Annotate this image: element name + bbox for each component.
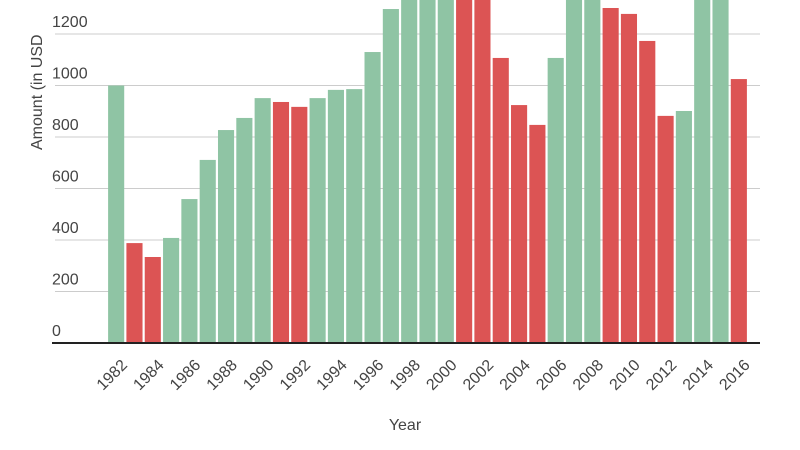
x-tick-label: 1982	[94, 357, 131, 394]
bar	[217, 130, 235, 343]
y-tick-label: 0	[52, 323, 61, 340]
x-axis-title: Year	[389, 417, 422, 434]
x-tick-label: 1992	[277, 357, 314, 394]
bar	[272, 101, 290, 343]
bar	[620, 13, 638, 343]
x-tick-label: 1986	[167, 357, 204, 394]
y-tick-label: 1000	[52, 66, 88, 83]
y-tick-label: 400	[52, 220, 79, 237]
y-tick-label: 800	[52, 117, 79, 134]
bar	[694, 0, 711, 343]
bar	[364, 52, 381, 344]
bar	[163, 237, 180, 343]
bar	[456, 0, 473, 343]
bar	[199, 159, 216, 343]
bar	[511, 105, 528, 343]
bar	[675, 110, 692, 344]
y-tick-label: 1200	[52, 14, 88, 31]
bar	[108, 85, 125, 343]
bar	[401, 0, 418, 343]
bar	[492, 57, 509, 343]
x-tick-label: 1990	[240, 357, 277, 394]
y-axis-title: Amount (in USD	[29, 34, 46, 150]
x-tick-label: 2000	[423, 357, 460, 394]
bar	[126, 243, 143, 343]
bar	[529, 124, 546, 344]
x-tick-label: 2002	[460, 357, 497, 394]
x-tick-label: 2012	[643, 357, 680, 394]
bar	[712, 0, 729, 343]
bar	[730, 79, 747, 343]
x-tick-label: 2008	[570, 357, 607, 394]
x-tick-label: 2004	[497, 357, 534, 394]
y-tick-label: 200	[52, 272, 79, 289]
bar	[547, 57, 564, 343]
x-tick-label: 1984	[130, 357, 167, 394]
bar	[181, 199, 198, 343]
bar	[657, 115, 674, 343]
x-tick-label: 1988	[204, 357, 241, 394]
bar	[419, 0, 436, 343]
bar	[602, 7, 619, 344]
bar	[474, 0, 491, 343]
bar	[584, 0, 601, 343]
x-tick-label: 2016	[716, 357, 753, 394]
bar	[309, 98, 326, 344]
x-tick-label: 1998	[387, 357, 424, 394]
bar	[291, 106, 308, 343]
bar	[565, 0, 583, 343]
x-tick-label: 2010	[607, 357, 644, 394]
bar	[346, 89, 363, 343]
x-tick-label: 1994	[314, 357, 351, 394]
bar	[327, 89, 344, 343]
x-tick-label: 2006	[533, 357, 570, 394]
bar	[639, 40, 656, 343]
bar	[254, 98, 271, 344]
bar	[236, 117, 253, 343]
bar	[437, 0, 454, 343]
y-tick-label: 600	[52, 169, 79, 186]
bar	[144, 256, 161, 343]
bar	[382, 9, 399, 344]
x-tick-label: 2014	[680, 357, 717, 394]
x-tick-label: 1996	[350, 357, 387, 394]
